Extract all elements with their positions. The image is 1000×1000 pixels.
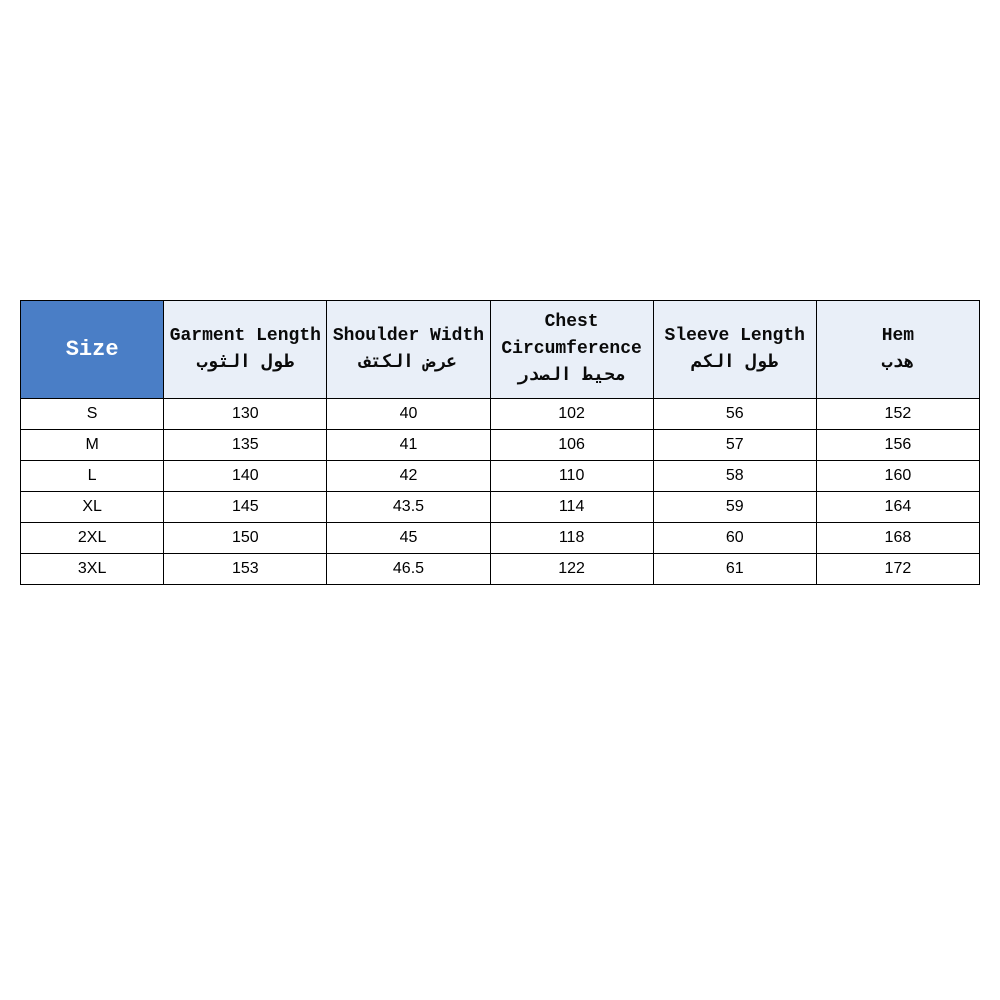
col-header-hem-en: Hem [821,323,975,350]
table-cell: 135 [164,430,327,461]
table-cell: 110 [490,461,653,492]
table-cell: 3XL [21,554,164,585]
size-chart-table: Size Garment Length طول الثوب Shoulder W… [20,300,980,585]
table-cell: M [21,430,164,461]
table-cell: 45 [327,523,490,554]
table-cell: 114 [490,492,653,523]
table-cell: S [21,399,164,430]
col-header-shoulder-width-ar: عرض الكتف [331,350,485,377]
table-cell: 150 [164,523,327,554]
table-cell: 56 [653,399,816,430]
table-cell: 152 [816,399,979,430]
col-header-size: Size [21,301,164,399]
table-cell: 168 [816,523,979,554]
table-cell: 61 [653,554,816,585]
table-cell: 118 [490,523,653,554]
table-cell: 130 [164,399,327,430]
table-cell: 59 [653,492,816,523]
table-cell: 57 [653,430,816,461]
table-cell: 2XL [21,523,164,554]
size-chart-container: Size Garment Length طول الثوب Shoulder W… [20,300,980,585]
table-row: XL14543.511459164 [21,492,980,523]
table-row: 3XL15346.512261172 [21,554,980,585]
col-header-garment-length-ar: طول الثوب [168,350,322,377]
table-cell: 43.5 [327,492,490,523]
col-header-chest-circumference: Chest Circumference محيط الصدر [490,301,653,399]
table-cell: 42 [327,461,490,492]
table-cell: 160 [816,461,979,492]
col-header-sleeve-length: Sleeve Length طول الكم [653,301,816,399]
table-cell: 140 [164,461,327,492]
table-cell: 41 [327,430,490,461]
col-header-shoulder-width-en: Shoulder Width [331,323,485,350]
col-header-sleeve-length-en: Sleeve Length [658,323,812,350]
table-cell: 102 [490,399,653,430]
table-row: L1404211058160 [21,461,980,492]
col-header-garment-length-en: Garment Length [168,323,322,350]
col-header-hem: Hem هدب [816,301,979,399]
col-header-chest-circumference-ar: محيط الصدر [495,363,649,390]
table-cell: L [21,461,164,492]
table-cell: 40 [327,399,490,430]
col-header-shoulder-width: Shoulder Width عرض الكتف [327,301,490,399]
table-cell: 58 [653,461,816,492]
table-cell: 164 [816,492,979,523]
table-row: S1304010256152 [21,399,980,430]
table-cell: 172 [816,554,979,585]
table-cell: 106 [490,430,653,461]
table-cell: 145 [164,492,327,523]
col-header-sleeve-length-ar: طول الكم [658,350,812,377]
size-chart-body: S1304010256152M1354110657156L14042110581… [21,399,980,585]
col-header-hem-ar: هدب [821,350,975,377]
table-cell: 60 [653,523,816,554]
table-cell: 153 [164,554,327,585]
table-row: M1354110657156 [21,430,980,461]
header-row: Size Garment Length طول الثوب Shoulder W… [21,301,980,399]
table-cell: 156 [816,430,979,461]
col-header-garment-length: Garment Length طول الثوب [164,301,327,399]
col-header-size-en: Size [25,333,159,366]
col-header-chest-circumference-en: Chest Circumference [495,309,649,363]
table-row: 2XL1504511860168 [21,523,980,554]
table-cell: 46.5 [327,554,490,585]
table-cell: 122 [490,554,653,585]
table-cell: XL [21,492,164,523]
